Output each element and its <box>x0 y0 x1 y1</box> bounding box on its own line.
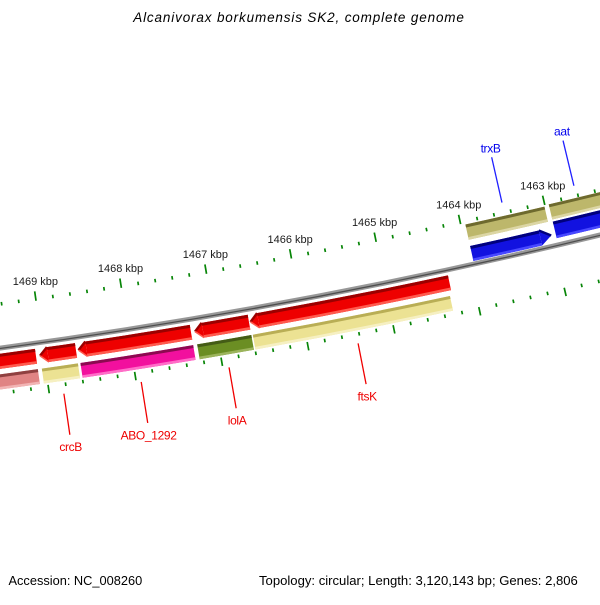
svg-text:1465 kbp: 1465 kbp <box>352 217 397 229</box>
svg-text:1467 kbp: 1467 kbp <box>183 249 228 261</box>
svg-text:Topology: circular; Length: 3,: Topology: circular; Length: 3,120,143 bp… <box>259 573 578 588</box>
svg-text:aat: aat <box>554 125 571 139</box>
svg-text:1469 kbp: 1469 kbp <box>13 276 58 288</box>
svg-text:1464 kbp: 1464 kbp <box>436 199 481 211</box>
svg-text:1463 kbp: 1463 kbp <box>520 180 565 192</box>
svg-text:lolA: lolA <box>228 414 247 428</box>
svg-text:1468 kbp: 1468 kbp <box>98 263 143 275</box>
svg-text:Alcanivorax borkumensis SK2, c: Alcanivorax borkumensis SK2, complete ge… <box>132 10 465 25</box>
svg-text:ABO_1292: ABO_1292 <box>121 428 178 442</box>
svg-text:crcB: crcB <box>59 440 82 454</box>
svg-text:trxB: trxB <box>481 141 501 155</box>
svg-text:1466 kbp: 1466 kbp <box>267 234 312 246</box>
svg-text:ftsK: ftsK <box>358 390 378 404</box>
svg-text:Accession: NC_008260: Accession: NC_008260 <box>9 573 143 588</box>
